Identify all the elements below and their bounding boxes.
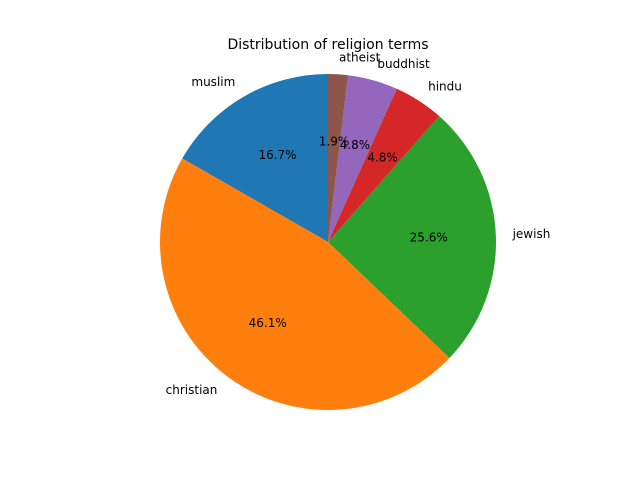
category-labels: muslim christian jewish hindu buddhistatheis… xyxy=(166,51,551,398)
category-label-jewish: jewish xyxy=(512,227,551,241)
pie-slice-jewish xyxy=(328,116,496,359)
pie-slice-hindu xyxy=(328,88,440,242)
percent-label-muslim: 16.7% xyxy=(258,148,296,162)
percent-label-hindu: 4.8% xyxy=(367,150,398,164)
percent-label-buddhist: 4.8% xyxy=(340,138,371,152)
pie-slice-christian xyxy=(160,158,450,410)
category-label-atheist: atheist xyxy=(339,51,381,65)
percent-label-christian: 46.1% xyxy=(249,316,287,330)
category-label-buddhist: buddhist xyxy=(377,57,430,71)
percent-labels: 16.7%46.1%25.6%4.8%4.8%1.9% xyxy=(249,134,448,329)
chart-title: Distribution of religion terms xyxy=(227,37,428,53)
percent-label-jewish: 25.6% xyxy=(410,231,448,245)
category-label-hindu: hindu xyxy=(428,80,462,94)
category-label-christian: christian xyxy=(166,383,218,397)
pie-slices xyxy=(160,74,496,410)
pie-slice-buddhist xyxy=(328,75,397,242)
category-label-muslim: muslim xyxy=(191,75,235,89)
pie-slice-atheist xyxy=(328,74,349,242)
pie-slice-muslim xyxy=(182,74,328,242)
percent-label-atheist: 1.9% xyxy=(319,134,350,148)
